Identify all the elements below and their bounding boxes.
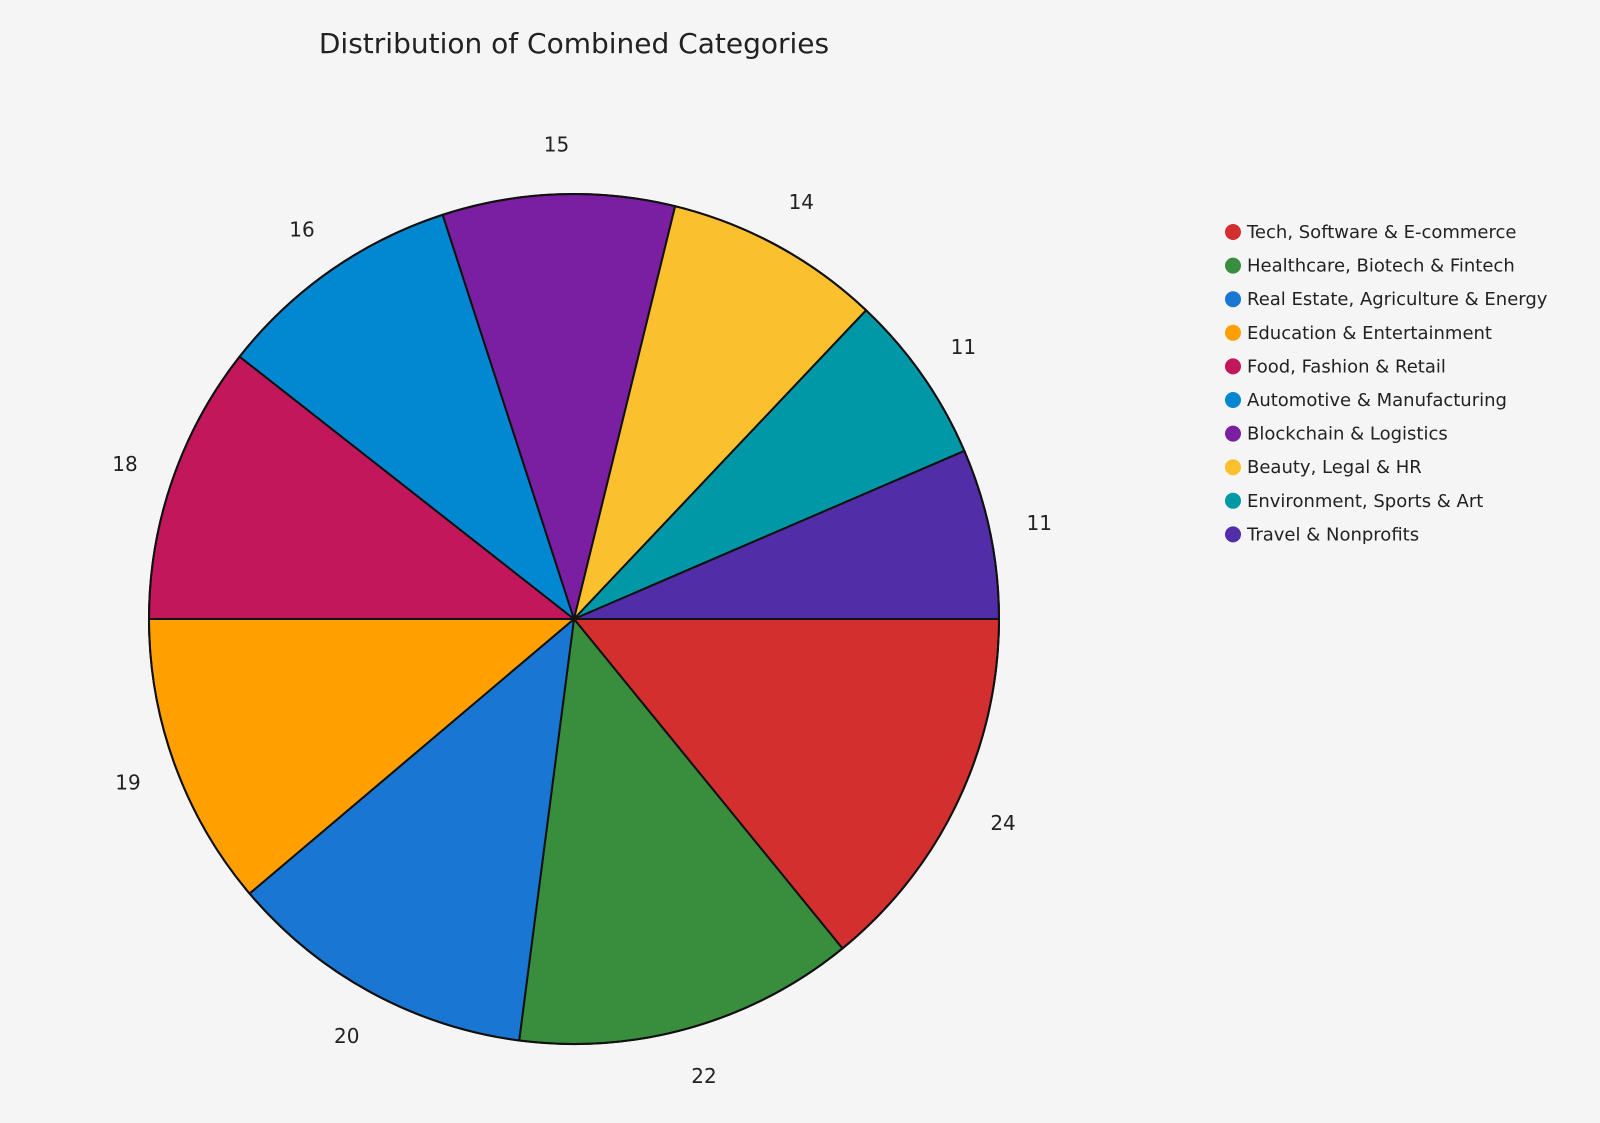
slice-label-environment-sports-and-art: 11 (951, 335, 976, 359)
slice-label-real-estate-agriculture-and-energy: 20 (334, 1024, 359, 1048)
legend-label-tech-software-and-e-commerce: Tech, Software & E-commerce (1246, 222, 1516, 243)
pie-slices (147, 193, 1001, 1045)
legend-marker-food-fashion-and-retail (1225, 358, 1241, 375)
slice-label-travel-and-nonprofits: 11 (1026, 511, 1051, 535)
slice-labels: 24 22 20 19 18 16 15 14 11 11 (112, 132, 1052, 1088)
legend-label-food-fashion-and-retail: Food, Fashion & Retail (1247, 356, 1446, 377)
pie-outline (148, 193, 1000, 1045)
legend-label-blockchain-and-logistics: Blockchain & Logistics (1247, 424, 1448, 445)
legend-label-healthcare-biotech-and-fintech: Healthcare, Biotech & Fintech (1247, 256, 1515, 277)
legend: Tech, Software & E-commerce Healthcare, B… (1225, 222, 1548, 545)
legend-marker-tech-software-and-e-commerce (1225, 224, 1241, 240)
legend-label-real-estate-agriculture-and-energy: Real Estate, Agriculture & Energy (1247, 289, 1548, 310)
legend-marker-travel-and-nonprofits (1225, 526, 1241, 543)
slice-label-automotive-and-manufacturing: 16 (289, 218, 314, 242)
slice-label-blockchain-and-logistics: 15 (544, 132, 569, 156)
legend-label-beauty-legal-and-hr: Beauty, Legal & HR (1247, 457, 1422, 478)
legend-label-travel-and-nonprofits: Travel & Nonprofits (1246, 524, 1419, 545)
legend-marker-education-and-entertainment (1225, 324, 1241, 341)
legend-label-automotive-and-manufacturing: Automotive & Manufacturing (1247, 390, 1507, 411)
slice-label-beauty-legal-and-hr: 14 (789, 190, 814, 214)
legend-marker-environment-sports-and-art (1225, 492, 1241, 509)
legend-marker-healthcare-biotech-and-fintech (1225, 257, 1241, 274)
chart-title: Distribution of Combined Categories (319, 27, 829, 60)
legend-marker-real-estate-agriculture-and-energy (1225, 291, 1241, 308)
legend-label-environment-sports-and-art: Environment, Sports & Art (1247, 491, 1483, 512)
legend-marker-blockchain-and-logistics (1225, 425, 1241, 442)
legend-marker-beauty-legal-and-hr (1225, 459, 1241, 476)
legend-marker-automotive-and-manufacturing (1225, 392, 1241, 408)
slice-label-education-and-entertainment: 19 (115, 770, 140, 794)
legend-label-education-and-entertainment: Education & Entertainment (1247, 323, 1492, 344)
slice-label-tech-software-and-e-commerce: 24 (990, 811, 1015, 835)
slice-label-healthcare-biotech-and-fintech: 22 (691, 1064, 716, 1088)
slice-label-food-fashion-and-retail: 18 (112, 452, 137, 476)
